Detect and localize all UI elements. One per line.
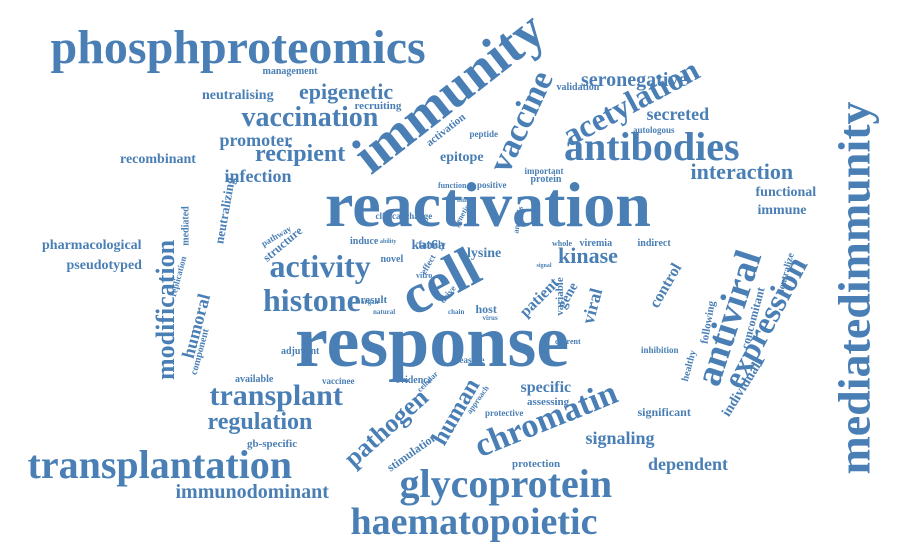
cloud-word: management	[262, 66, 318, 77]
cloud-word: current	[555, 337, 581, 346]
cloud-word: whole	[552, 239, 572, 248]
cloud-word: seronegative	[581, 69, 688, 91]
cloud-word: infection	[224, 166, 292, 186]
cloud-word: variable	[553, 276, 566, 316]
cloud-word: viral	[577, 286, 607, 326]
cloud-word: host	[475, 302, 497, 316]
cloud-word: immune	[757, 203, 807, 218]
cloud-word: pathogen	[337, 382, 434, 473]
cloud-word: result	[360, 293, 388, 306]
cloud-word: chain	[448, 307, 465, 316]
cloud-word: pseudotyped	[66, 258, 142, 273]
cloud-word: dependent	[648, 454, 729, 474]
cloud-word: epigenetic	[299, 79, 394, 104]
cloud-word: organ	[361, 297, 379, 306]
cloud-word: validation	[556, 82, 600, 93]
cloud-word: assessing	[527, 395, 570, 408]
cloud-word: signaling	[585, 428, 655, 448]
cloud-word: important	[524, 165, 564, 176]
cloud-word: vitro	[416, 271, 433, 280]
cloud-word: interaction	[690, 159, 794, 184]
cloud-word: epitope	[440, 150, 484, 165]
cloud-word: haematopoietic	[350, 501, 598, 543]
cloud-word: measure	[452, 354, 485, 365]
cloud-word: kinase	[558, 243, 618, 268]
cloud-word: induce	[350, 236, 379, 247]
cloud-word: bind	[457, 195, 471, 204]
cloud-word: recipient	[255, 141, 346, 167]
cloud-word: ability	[380, 239, 397, 245]
cloud-word: response	[295, 301, 570, 383]
cloud-word: significant	[637, 405, 691, 419]
cloud-word: recruiting	[354, 99, 402, 112]
cloud-word: glycoprotein	[399, 461, 613, 506]
cloud-word: modification	[151, 239, 181, 381]
cloud-word: available	[235, 374, 274, 385]
cloud-word: mediated	[180, 206, 192, 246]
cloud-word: neutralising	[202, 88, 274, 103]
cloud-word: function	[438, 181, 467, 190]
cloud-word: novel	[380, 254, 404, 265]
cloud-word: evidence	[395, 375, 433, 386]
cloud-word: gb-specific	[247, 437, 298, 450]
cloud-word: family	[418, 240, 446, 251]
cloud-word: antibodies	[564, 124, 740, 169]
cloud-word: secreted	[646, 104, 710, 124]
cloud-word: autologous	[633, 124, 675, 135]
cloud-word: neutralizing	[210, 175, 238, 245]
cloud-word: signal	[536, 263, 552, 269]
cloud-word: functional	[755, 185, 817, 200]
cloud-word: protection	[512, 457, 561, 470]
cloud-word: transplantation	[27, 442, 293, 487]
cloud-word: reactivation	[325, 169, 651, 240]
cloud-word: viremia	[579, 238, 613, 249]
cloud-word: kat6a	[411, 238, 445, 253]
cloud-word: peptide	[469, 128, 499, 139]
cloud-word: indirect	[637, 238, 671, 249]
cloud-word: positive	[477, 179, 507, 190]
cloud-word: vaccination	[241, 102, 379, 133]
cloud-word: immunodominant	[175, 481, 329, 503]
cloud-word: protein	[530, 174, 562, 185]
cloud-word: phosphproteomics	[50, 21, 426, 74]
cloud-word: adjuvant	[281, 346, 320, 357]
cloud-word: lysate	[416, 200, 423, 216]
cloud-word: activity	[269, 248, 371, 284]
cloud-word: lysine	[467, 246, 502, 261]
cloud-word: mediatedimmunity	[828, 101, 880, 475]
cloud-word: histone	[263, 282, 361, 318]
cloud-word: vaccinee	[322, 375, 355, 386]
cloud-word: protective	[485, 407, 524, 418]
cloud-word: recombinant	[120, 152, 196, 167]
cloud-word: promoter	[219, 130, 293, 150]
cloud-word: specific	[520, 379, 572, 396]
cloud-word: control	[645, 260, 685, 312]
cloud-word: inhibition	[641, 344, 679, 355]
cloud-word: transplant	[209, 379, 343, 412]
cloud-word: natural	[373, 307, 396, 316]
cloud-word: virus	[482, 313, 498, 322]
cloud-word: regulation	[207, 409, 313, 435]
cloud-word: pharmacological	[42, 238, 142, 253]
cloud-word: clinical change	[375, 210, 433, 221]
